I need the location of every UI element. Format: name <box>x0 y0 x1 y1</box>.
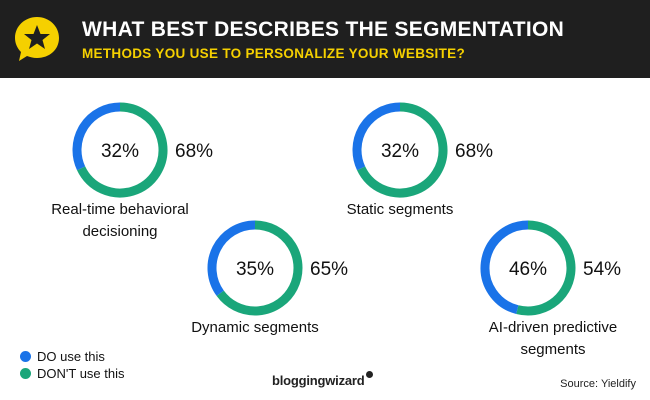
donut-slice-dont-use <box>357 102 448 198</box>
donut-slice-do-use <box>72 102 121 171</box>
donut-category-label: AI-driven predictive <box>489 319 617 336</box>
donut-chart: 32% 68% Static segments <box>347 102 493 218</box>
donut-slice-do-use <box>207 220 256 296</box>
chart-title: WHAT BEST DESCRIBES THE SEGMENTATION <box>82 18 565 41</box>
donut-slice-do-use <box>480 220 529 315</box>
star-speech-bubble-icon <box>15 17 59 61</box>
donut-slice-dont-use <box>77 102 168 198</box>
donut-side-value: 68% <box>455 141 493 162</box>
donut-chart: 35% 65% Dynamic segments <box>191 220 348 336</box>
legend-item-dont-use: DON'T use this <box>20 365 125 382</box>
donut-chart: 46% 54% AI-driven predictive segments <box>480 220 621 358</box>
donut-side-value: 68% <box>175 141 213 162</box>
donut-side-value: 65% <box>310 259 348 280</box>
legend-swatch-dont-use <box>20 368 31 379</box>
brand-dot-icon <box>365 371 373 378</box>
brand-logo: bloggingwizard <box>272 371 373 388</box>
donut-slice-dont-use <box>516 220 576 316</box>
donut-category-label: segments <box>520 341 585 358</box>
legend-swatch-do-use <box>20 351 31 362</box>
donut-slice-dont-use <box>216 220 303 316</box>
donut-side-value: 54% <box>583 259 621 280</box>
donut-slice-do-use <box>352 102 401 171</box>
legend-item-do-use: DO use this <box>20 348 125 365</box>
donut-chart: 32% 68% Real-time behavioral decisioning <box>51 102 213 240</box>
chart-subtitle: METHODS YOU USE TO PERSONALIZE YOUR WEBS… <box>82 46 465 61</box>
legend-label-do-use: DO use this <box>37 349 105 364</box>
donut-category-label: Dynamic segments <box>191 319 319 336</box>
donut-center-value: 46% <box>509 259 547 280</box>
brand-name: bloggingwizard <box>272 373 365 388</box>
donut-category-label: Static segments <box>347 201 454 218</box>
header-bar: WHAT BEST DESCRIBES THE SEGMENTATION MET… <box>0 0 650 78</box>
source-note: Source: Yieldify <box>560 378 636 390</box>
legend: DO use this DON'T use this <box>20 348 125 382</box>
donut-center-value: 32% <box>381 141 419 162</box>
donut-category-label: Real-time behavioral <box>51 201 189 218</box>
legend-label-dont-use: DON'T use this <box>37 366 125 381</box>
donut-center-value: 35% <box>236 259 274 280</box>
donut-category-label: decisioning <box>82 223 157 240</box>
donut-center-value: 32% <box>101 141 139 162</box>
